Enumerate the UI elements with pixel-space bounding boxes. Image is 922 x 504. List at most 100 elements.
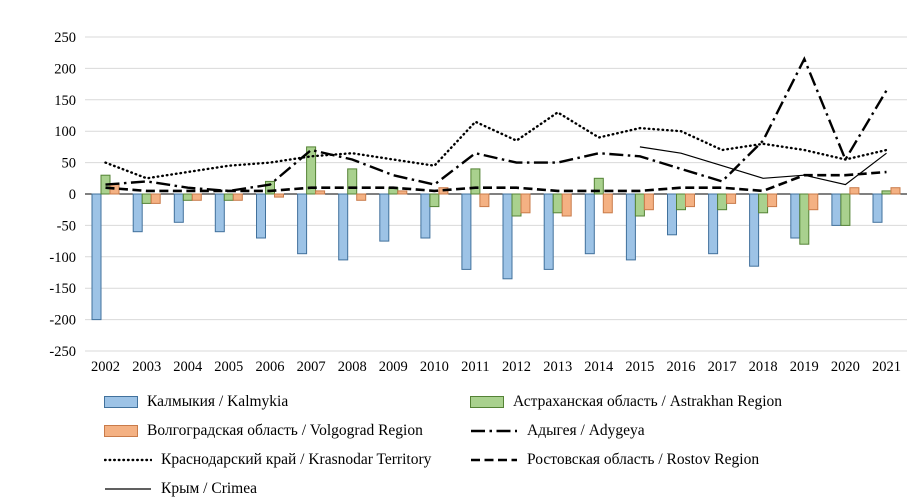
x-axis-tick-label: 2017 bbox=[708, 359, 737, 375]
x-axis-tick-label: 2008 bbox=[338, 359, 367, 375]
x-axis-tick-label: 2014 bbox=[584, 359, 614, 375]
line-series-2 bbox=[105, 170, 887, 193]
bar bbox=[315, 190, 326, 195]
legend-swatch-rect bbox=[104, 396, 138, 408]
bar-series-2 bbox=[109, 184, 901, 217]
legend-item: Астраханская область / Astrakhan Region bbox=[470, 393, 922, 411]
bar bbox=[132, 193, 143, 233]
legend-item: Калмыкия / Kalmykia bbox=[104, 393, 470, 411]
x-axis-tick-label: 2015 bbox=[625, 359, 654, 375]
x-axis-tick-label: 2020 bbox=[831, 359, 860, 375]
y-axis-tick-label: -250 bbox=[49, 344, 76, 360]
legend-line-sample-icon bbox=[104, 458, 152, 462]
bar bbox=[685, 193, 695, 208]
bar bbox=[256, 193, 266, 239]
legend-item: Крым / Crimea bbox=[104, 480, 470, 498]
bar bbox=[379, 193, 390, 242]
bar bbox=[265, 180, 275, 195]
bar bbox=[502, 193, 513, 280]
bar bbox=[420, 193, 431, 239]
chart-legend: Калмыкия / Kalmykia Астраханская область … bbox=[104, 393, 922, 498]
y-axis-tick-label: 150 bbox=[54, 93, 76, 109]
bar bbox=[223, 193, 234, 201]
bar bbox=[790, 193, 801, 239]
bar bbox=[717, 193, 728, 211]
legend-label: Астраханская область / Astrakhan Region bbox=[513, 393, 783, 410]
bar bbox=[91, 193, 102, 321]
legend-bar-swatch-icon bbox=[470, 396, 504, 408]
bar bbox=[543, 193, 554, 270]
y-axis-tick-label: -200 bbox=[49, 313, 76, 329]
y-axis-tick-label: -100 bbox=[49, 250, 76, 266]
legend-label: Ростовская область / Rostov Region bbox=[527, 451, 760, 468]
legend-bar-swatch-icon bbox=[104, 396, 138, 408]
bar bbox=[872, 193, 883, 223]
bar bbox=[849, 187, 860, 195]
bar bbox=[634, 193, 645, 217]
bar bbox=[593, 177, 604, 195]
bar bbox=[397, 190, 408, 195]
bar bbox=[141, 193, 152, 204]
bar bbox=[306, 146, 317, 195]
bar bbox=[602, 193, 613, 214]
bar bbox=[338, 193, 349, 261]
line-series-1 bbox=[104, 110, 888, 180]
y-axis-tick-label: -150 bbox=[49, 281, 76, 297]
legend-label: Крым / Crimea bbox=[161, 480, 257, 497]
legend-label: Волгоградская область / Volgograd Region bbox=[147, 422, 423, 439]
bar bbox=[676, 193, 686, 211]
x-axis-tick-label: 2018 bbox=[749, 359, 778, 375]
y-axis-tick-label: 250 bbox=[54, 30, 76, 46]
y-axis-tick-label: -50 bbox=[57, 218, 76, 234]
y-axis-tick-label: 200 bbox=[54, 61, 76, 77]
bar bbox=[667, 193, 677, 236]
bar bbox=[708, 193, 719, 255]
legend-label: Калмыкия / Kalmykia bbox=[147, 393, 289, 410]
bar bbox=[520, 193, 531, 214]
bar bbox=[881, 190, 892, 195]
x-axis-tick-label: 2006 bbox=[256, 359, 285, 375]
bar bbox=[767, 193, 778, 208]
bar-series-0 bbox=[91, 193, 883, 321]
x-axis-tick-label: 2012 bbox=[502, 359, 531, 375]
bar bbox=[840, 193, 851, 226]
bar bbox=[584, 193, 595, 255]
bar bbox=[552, 193, 563, 214]
legend-line-sample-icon bbox=[471, 429, 517, 433]
bar bbox=[758, 193, 769, 214]
combo-chart: 250 200 150 100 50 0 -50 -100 -150 -200 -250 2002 20… bbox=[49, 30, 907, 375]
x-axis-tick-label: 2005 bbox=[214, 359, 243, 375]
bar bbox=[429, 193, 440, 208]
line-series-0 bbox=[105, 56, 888, 193]
x-axis-tick-label: 2021 bbox=[872, 359, 901, 375]
legend-item: Волгоградская область / Volgograd Region bbox=[104, 422, 470, 440]
legend-item: Краснодарский край / Krasnodar Territory bbox=[104, 451, 470, 469]
bar bbox=[799, 193, 810, 245]
bar bbox=[890, 187, 901, 195]
bar bbox=[214, 193, 225, 233]
bar bbox=[831, 193, 842, 226]
bar bbox=[232, 193, 243, 201]
bar bbox=[625, 193, 636, 261]
legend-item: Ростовская область / Rostov Region bbox=[470, 451, 922, 469]
x-axis-tick-label: 2004 bbox=[173, 359, 203, 375]
bar bbox=[470, 168, 481, 195]
x-axis-tick-label: 2007 bbox=[297, 359, 326, 375]
x-axis-tick-label: 2009 bbox=[379, 359, 408, 375]
legend-line-sample-icon bbox=[105, 488, 151, 490]
x-axis-tick-label: 2016 bbox=[667, 359, 696, 375]
line-series-3 bbox=[639, 146, 887, 186]
legend-label: Краснодарский край / Krasnodar Territory bbox=[161, 451, 432, 468]
bar bbox=[182, 193, 193, 201]
bar bbox=[150, 193, 161, 204]
x-axis-tick-label: 2013 bbox=[543, 359, 572, 375]
bar bbox=[347, 168, 358, 195]
x-axis-tick-label: 2019 bbox=[790, 359, 819, 375]
x-axis-tick-label: 2002 bbox=[91, 359, 120, 375]
bar bbox=[561, 193, 572, 217]
x-axis-tick-label: 2010 bbox=[420, 359, 449, 375]
bar bbox=[356, 193, 367, 201]
legend-bar-swatch-icon bbox=[104, 425, 138, 437]
y-axis-tick-label: 0 bbox=[69, 187, 76, 203]
